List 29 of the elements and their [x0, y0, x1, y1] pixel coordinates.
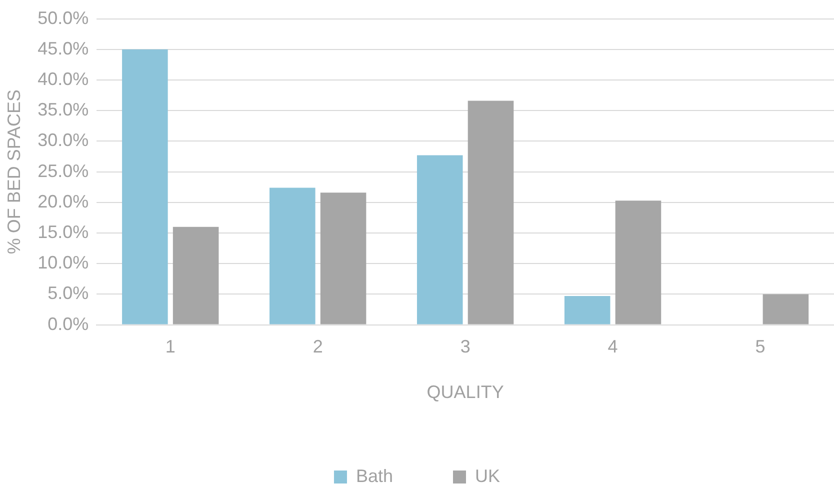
y-tick-label: 10.0%	[38, 252, 89, 273]
bar	[762, 294, 809, 324]
x-axis-title: QUALITY	[426, 382, 504, 402]
bar	[564, 296, 610, 324]
y-tick-label: 25.0%	[38, 160, 89, 181]
y-tick-label: 20.0%	[38, 191, 89, 212]
y-tick-label: 50.0%	[38, 8, 89, 28]
y-tick-label: 30.0%	[38, 130, 89, 150]
y-tick-label: 45.0%	[38, 38, 89, 58]
y-tick-label: 5.0%	[48, 283, 89, 304]
y-tick-label: 35.0%	[38, 100, 89, 120]
x-tick-label: 1	[165, 336, 176, 357]
y-axis-title: % OF BED SPACES	[4, 89, 24, 254]
y-tick-label: 40.0%	[38, 68, 89, 89]
bar	[416, 155, 463, 324]
bar	[270, 188, 316, 324]
bar	[320, 192, 366, 324]
x-tick-label: 5	[755, 336, 766, 357]
y-tick-label: 0.0%	[48, 314, 89, 334]
bar	[468, 100, 514, 324]
legend-label: Bath	[356, 466, 394, 486]
legend-label: UK	[475, 466, 500, 486]
x-tick-label: 3	[460, 336, 470, 357]
bar	[172, 226, 219, 324]
bar	[122, 49, 168, 324]
bar	[615, 200, 662, 324]
x-tick-label: 4	[608, 336, 618, 357]
y-tick-label: 15.0%	[38, 222, 89, 242]
x-tick-label: 2	[312, 336, 323, 357]
